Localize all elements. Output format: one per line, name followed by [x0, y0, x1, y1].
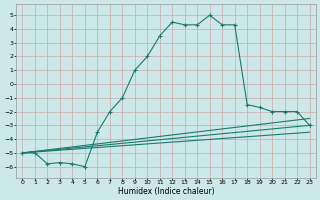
X-axis label: Humidex (Indice chaleur): Humidex (Indice chaleur) [118, 187, 214, 196]
